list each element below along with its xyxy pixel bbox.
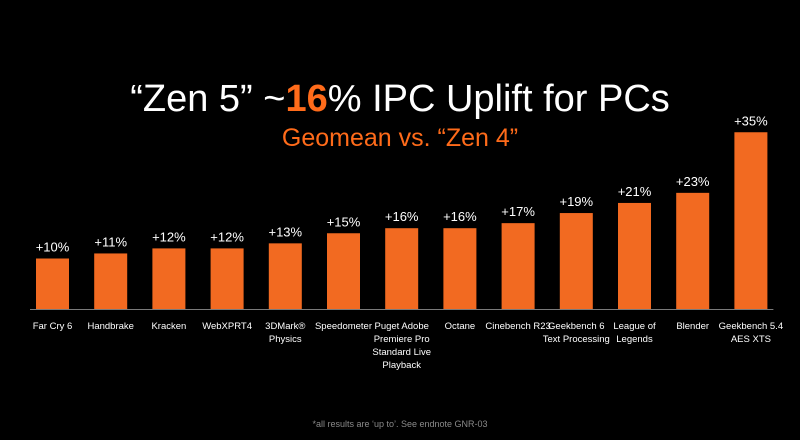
bar	[676, 192, 710, 309]
category-label: Premiere Pro	[374, 334, 430, 345]
bar	[210, 248, 244, 309]
category-label: Octane	[445, 321, 476, 332]
bar	[385, 228, 419, 309]
data-label: +17%	[501, 204, 535, 219]
data-label: +19%	[559, 194, 593, 209]
page-title: “Zen 5” ~16% IPC Uplift for PCs	[0, 78, 800, 121]
category-label: Kracken	[151, 321, 186, 332]
footnote: *all results are ‘up to’. See endnote GN…	[312, 419, 488, 429]
subtitle: Geomean vs. “Zen 4”	[281, 124, 519, 152]
data-label: +15%	[327, 214, 361, 229]
category-label: WebXPRT4	[202, 321, 252, 332]
category-label: Geekbench 5.4	[719, 321, 783, 332]
data-label: +12%	[152, 229, 186, 244]
data-label: +23%	[676, 174, 710, 189]
category-label: Physics	[269, 334, 302, 345]
category-label: League of	[613, 321, 656, 332]
title-suffix: % IPC Uplift for PCs	[327, 78, 670, 120]
category-label: Geekbench 6	[548, 321, 605, 332]
bar	[734, 132, 768, 309]
data-label: +16%	[443, 209, 477, 224]
data-label: +12%	[210, 229, 244, 244]
bar	[443, 228, 477, 309]
category-label: Text Processing	[543, 334, 610, 345]
bar	[501, 223, 535, 309]
category-label: Handbrake	[87, 321, 133, 332]
bar	[618, 202, 651, 309]
bar	[36, 258, 69, 309]
category-label: Cinebench R23	[485, 321, 551, 332]
category-label: Puget Adobe	[374, 321, 428, 332]
data-label: +10%	[36, 240, 70, 255]
category-label: AES XTS	[731, 334, 771, 345]
category-label: Blender	[676, 321, 709, 332]
bar	[327, 233, 360, 309]
category-label: 3DMark®	[265, 321, 305, 332]
bar	[559, 213, 593, 309]
category-label: Far Cry 6	[33, 321, 73, 332]
bar	[268, 243, 302, 309]
data-label: +21%	[618, 184, 652, 199]
bar	[94, 253, 128, 309]
data-label: +13%	[268, 224, 302, 239]
data-label: +35%	[734, 113, 768, 128]
category-label: Playback	[382, 360, 421, 371]
category-label: Standard Live	[372, 347, 431, 358]
title-highlight: 16	[285, 78, 328, 120]
data-label: +11%	[94, 234, 127, 249]
bar	[152, 248, 186, 309]
title-prefix: “Zen 5” ~	[130, 78, 286, 120]
category-label: Speedometer	[315, 321, 372, 332]
category-label: Legends	[616, 334, 653, 345]
data-label: +16%	[385, 209, 419, 224]
